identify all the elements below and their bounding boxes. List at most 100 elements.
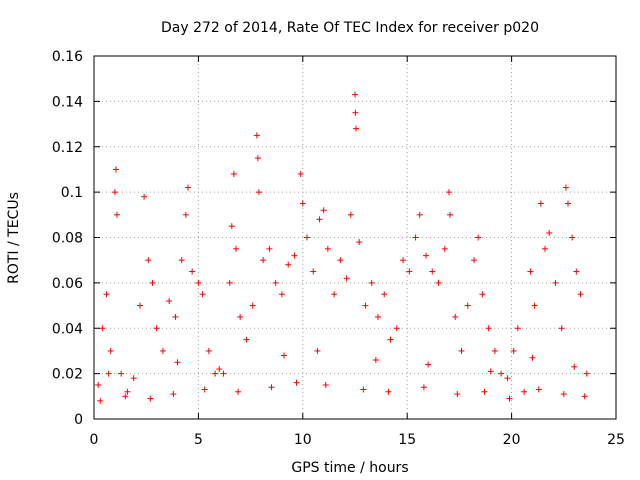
data-point xyxy=(535,386,542,393)
data-point xyxy=(529,354,536,361)
y-tick-label: 0.1 xyxy=(61,185,83,201)
data-point xyxy=(387,336,394,343)
data-point xyxy=(560,391,567,398)
y-tick-label: 0.08 xyxy=(52,231,83,247)
data-point xyxy=(278,291,285,298)
data-point xyxy=(558,325,565,332)
data-point xyxy=(205,347,212,354)
data-point xyxy=(118,370,125,377)
data-point xyxy=(352,109,359,116)
data-point xyxy=(583,370,590,377)
data-point xyxy=(113,211,120,218)
data-point xyxy=(220,370,227,377)
x-tick-label: 10 xyxy=(294,432,312,448)
data-point xyxy=(475,234,482,241)
data-point xyxy=(452,313,459,320)
data-point xyxy=(272,279,279,286)
data-point xyxy=(435,279,442,286)
data-point xyxy=(552,279,559,286)
y-tick-label: 0.14 xyxy=(52,94,83,110)
data-point xyxy=(260,257,267,264)
x-tick-label: 15 xyxy=(398,432,416,448)
data-point xyxy=(521,388,528,395)
data-point xyxy=(316,216,323,223)
data-point xyxy=(527,268,534,275)
data-point xyxy=(481,388,488,395)
data-point xyxy=(310,268,317,275)
data-point xyxy=(153,325,160,332)
data-point xyxy=(199,291,206,298)
data-point xyxy=(420,384,427,391)
data-point xyxy=(159,347,166,354)
data-point xyxy=(172,313,179,320)
data-point xyxy=(182,211,189,218)
data-point xyxy=(124,388,131,395)
data-point xyxy=(347,211,354,218)
data-point xyxy=(285,261,292,268)
data-point xyxy=(356,239,363,246)
y-tick-label: 0.06 xyxy=(52,276,83,292)
x-tick-label: 0 xyxy=(90,432,99,448)
data-point xyxy=(562,184,569,191)
data-point xyxy=(303,234,310,241)
data-point xyxy=(281,352,288,359)
data-point xyxy=(353,125,360,132)
data-point xyxy=(293,379,300,386)
data-point xyxy=(166,298,173,305)
data-point xyxy=(149,279,156,286)
data-point xyxy=(537,200,544,207)
y-axis-ticks: 0 0.02 0.04 0.06 0.08 0.1 0.12 0.14 0.16 xyxy=(52,49,616,428)
data-point xyxy=(581,393,588,400)
data-point xyxy=(352,91,358,98)
data-point xyxy=(97,397,104,404)
data-point xyxy=(514,325,521,332)
data-point xyxy=(441,245,448,252)
data-point xyxy=(360,386,367,393)
data-point xyxy=(531,302,538,309)
data-point xyxy=(331,291,338,298)
data-point xyxy=(393,325,400,332)
data-point xyxy=(381,291,388,298)
y-tick-label: 0.04 xyxy=(52,321,83,337)
data-point xyxy=(400,257,407,264)
data-point xyxy=(254,155,261,162)
data-point xyxy=(184,184,191,191)
data-point xyxy=(216,366,223,373)
data-point xyxy=(425,361,432,368)
data-point xyxy=(255,189,262,196)
data-point xyxy=(564,200,571,207)
data-point xyxy=(416,211,423,218)
data-point xyxy=(445,189,452,196)
data-point xyxy=(542,245,549,252)
grid-lines xyxy=(94,56,616,419)
data-point xyxy=(237,313,244,320)
data-point xyxy=(422,252,429,259)
data-point xyxy=(201,386,208,393)
data-point xyxy=(573,268,580,275)
y-tick-label: 0.12 xyxy=(52,140,83,156)
data-point xyxy=(320,207,327,214)
data-point xyxy=(178,257,185,264)
data-point xyxy=(141,193,148,200)
data-point xyxy=(249,302,256,309)
data-point xyxy=(145,257,152,264)
data-point xyxy=(314,347,321,354)
data-point xyxy=(195,279,202,286)
data-point xyxy=(368,279,375,286)
x-axis-label: GPS time / hours xyxy=(291,460,408,476)
data-point xyxy=(412,234,419,241)
data-point xyxy=(232,245,239,252)
data-point xyxy=(343,275,350,282)
data-point xyxy=(322,381,329,388)
data-point xyxy=(337,257,344,264)
data-point xyxy=(253,132,260,139)
data-point xyxy=(546,229,553,236)
y-tick-label: 0.02 xyxy=(52,367,83,383)
data-point xyxy=(362,302,369,309)
data-point xyxy=(324,245,331,252)
data-point xyxy=(226,279,233,286)
data-point xyxy=(454,391,461,398)
data-point xyxy=(105,370,112,377)
data-point xyxy=(374,313,381,320)
data-point xyxy=(485,325,492,332)
